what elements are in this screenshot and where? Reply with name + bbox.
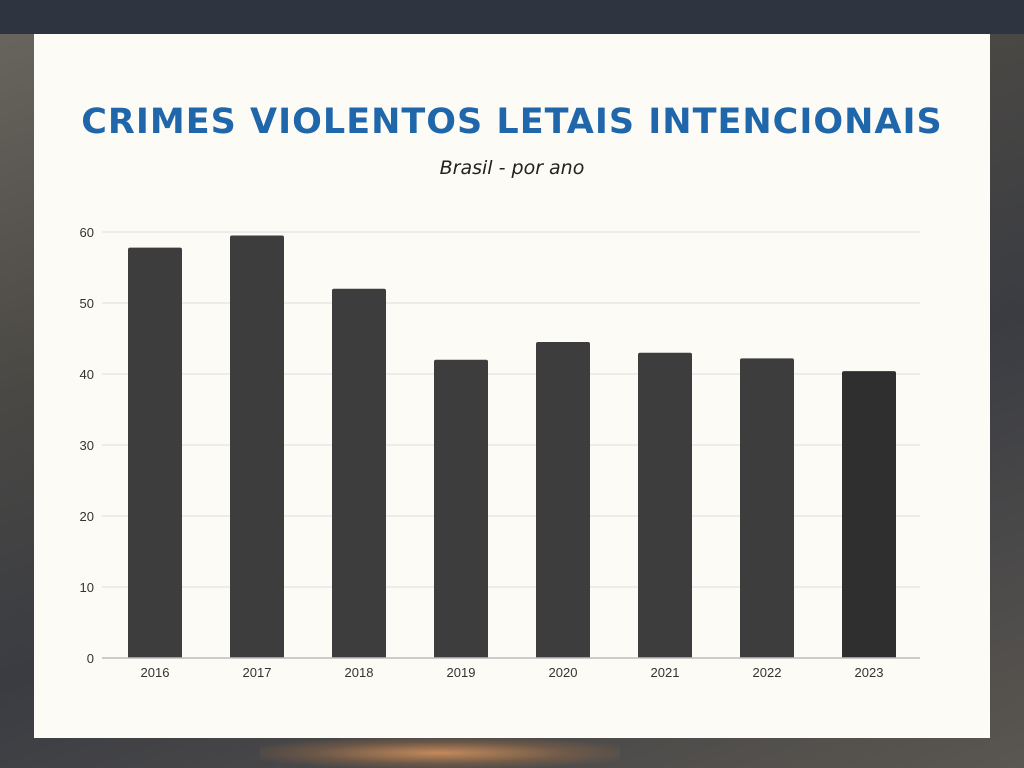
y-tick-label: 30 bbox=[80, 438, 94, 453]
x-tick-label: 2016 bbox=[141, 665, 170, 680]
bar-2020 bbox=[536, 342, 590, 658]
bar-2018 bbox=[332, 288, 386, 658]
bar-2021 bbox=[638, 352, 692, 658]
y-tick-label: 40 bbox=[80, 367, 94, 382]
bar-2022 bbox=[740, 358, 794, 658]
y-tick-label: 20 bbox=[80, 509, 94, 524]
x-tick-label: 2017 bbox=[243, 665, 272, 680]
x-tick-label: 2022 bbox=[753, 665, 782, 680]
chart-subtitle: Brasil - por ano bbox=[439, 157, 585, 179]
x-tick-label: 2023 bbox=[855, 665, 884, 680]
y-tick-label: 60 bbox=[80, 225, 94, 240]
x-tick-label: 2020 bbox=[549, 665, 578, 680]
y-tick-label: 0 bbox=[87, 651, 94, 666]
bar-2019 bbox=[434, 359, 488, 658]
x-tick-label: 2019 bbox=[447, 665, 476, 680]
y-tick-label: 10 bbox=[80, 580, 94, 595]
background-top bbox=[0, 0, 1024, 34]
background-glow bbox=[260, 738, 620, 768]
bar-2023 bbox=[842, 371, 896, 658]
bar-2016 bbox=[128, 247, 182, 658]
bar-2017 bbox=[230, 235, 284, 659]
x-tick-label: 2021 bbox=[651, 665, 680, 680]
x-tick-label: 2018 bbox=[345, 665, 374, 680]
chart-card bbox=[34, 34, 990, 738]
y-tick-label: 50 bbox=[80, 296, 94, 311]
chart-title: CRIMES VIOLENTOS LETAIS INTENCIONAIS bbox=[81, 102, 943, 142]
